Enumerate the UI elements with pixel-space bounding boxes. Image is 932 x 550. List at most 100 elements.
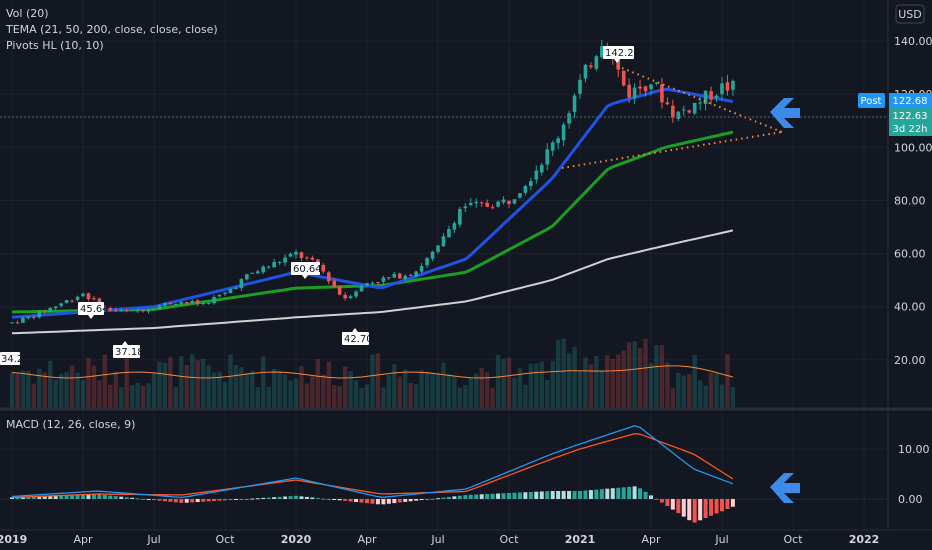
volume-bar — [676, 372, 681, 408]
macd-histogram-bar — [283, 496, 288, 499]
volume-bar — [299, 366, 304, 408]
volume-bar — [108, 384, 113, 408]
candle-body — [130, 310, 134, 312]
macd-histogram-bar — [392, 499, 397, 504]
candle-body — [59, 303, 63, 306]
macd-histogram-bar — [512, 492, 517, 499]
volume-bar — [457, 387, 463, 408]
arrow-left-icon — [770, 98, 800, 128]
pivots-indicator-legend[interactable]: Pivots HL (10, 10) — [6, 39, 104, 52]
pivot-low-label: 42.70 — [342, 328, 373, 345]
time-tick-label: 2019 — [0, 533, 27, 546]
svg-text:42.70: 42.70 — [344, 334, 373, 345]
macd-histogram-bar — [408, 499, 413, 502]
macd-histogram-bar — [468, 494, 473, 499]
volume-bar — [261, 356, 266, 408]
candle-body — [174, 303, 178, 305]
volume-bar — [113, 371, 118, 408]
macd-histogram-bar — [315, 498, 320, 500]
candle-body — [261, 266, 266, 273]
candle-body — [365, 283, 369, 286]
macd-histogram-bar — [730, 499, 735, 507]
volume-bar — [353, 380, 359, 408]
macd-histogram-bar — [91, 494, 96, 499]
candle-body — [556, 138, 560, 143]
macd-histogram-bar — [375, 499, 380, 505]
macd-indicator-legend[interactable]: MACD (12, 26, close, 9) — [6, 418, 136, 431]
candle-body — [589, 65, 593, 68]
macd-histogram-bar — [474, 494, 479, 499]
volume-bar — [31, 383, 37, 408]
candle-body — [496, 201, 500, 207]
macd-histogram-bar — [670, 499, 675, 510]
candle-body — [26, 316, 31, 319]
volume-bar — [359, 387, 364, 408]
volume-bar — [80, 379, 86, 408]
macd-histogram-bar — [239, 499, 244, 500]
volume-bar — [337, 386, 342, 408]
macd-histogram-bar — [201, 499, 206, 502]
volume-bar — [69, 365, 75, 408]
volume-bar — [277, 370, 282, 408]
tema-indicator-legend[interactable]: TEMA (21, 50, 200, close, close, close) — [6, 23, 218, 36]
candlesticks — [10, 39, 735, 324]
candle-body — [703, 90, 708, 104]
svg-text:45.64: 45.64 — [80, 304, 109, 315]
candle-body — [37, 310, 42, 318]
volume-bar — [441, 362, 446, 408]
candle-body — [250, 272, 255, 274]
macd-histogram-bar — [381, 499, 386, 505]
candle-body — [561, 124, 566, 141]
volume-bar — [86, 357, 91, 408]
candle-body — [692, 102, 697, 114]
candle-body — [681, 109, 686, 111]
macd-histogram-bar — [490, 493, 495, 499]
macd-histogram-bar — [119, 496, 124, 499]
macd-axis[interactable]: 10.00 0.00 — [898, 443, 930, 506]
macd-signal-line — [11, 432, 734, 499]
candle-body — [452, 223, 457, 230]
candle-body — [201, 303, 205, 305]
candle-body — [441, 236, 446, 247]
candle-body — [458, 209, 462, 225]
candle-body — [430, 251, 435, 259]
macd-histogram-bar — [654, 498, 659, 500]
candle-body — [239, 279, 244, 289]
macd-histogram-bar — [528, 491, 533, 499]
time-axis[interactable]: 2019 Apr Jul Oct 2020 Apr Jul Oct 2021 Apr Jul Oct 2… — [0, 533, 879, 546]
macd-histogram-bar — [610, 488, 615, 499]
macd-histogram-bar — [665, 499, 670, 507]
macd-histogram-bar — [496, 493, 501, 499]
volume-indicator-legend[interactable]: Vol (20) — [6, 7, 49, 20]
volume-bar — [293, 378, 299, 408]
macd-histogram-bar — [152, 499, 156, 501]
volume-bar — [665, 362, 670, 408]
candle-body — [48, 307, 53, 313]
macd-histogram-bar — [337, 499, 342, 501]
volume-bar — [129, 385, 135, 408]
candle-body — [245, 274, 249, 280]
volume-bar — [621, 350, 626, 408]
candle-body — [53, 306, 58, 309]
candle-body — [348, 296, 353, 299]
candle-body — [474, 201, 479, 204]
post-price-badge: Post 122.68 — [858, 93, 932, 108]
volume-bar — [517, 368, 523, 408]
macd-histogram-bar — [397, 499, 402, 503]
macd-histogram-bar — [255, 498, 260, 500]
volume-bar — [550, 361, 555, 408]
volume-bar — [321, 374, 326, 408]
macd-histogram-bar — [463, 495, 468, 499]
candle-body — [103, 306, 107, 308]
candle-body — [223, 292, 227, 294]
macd-histogram-bar — [414, 499, 419, 501]
macd-histogram-bar — [272, 497, 277, 499]
candle-body — [671, 105, 675, 118]
volume-bar — [173, 386, 179, 408]
currency-button[interactable]: USD — [895, 4, 925, 24]
candle-body — [15, 322, 20, 324]
macd-histogram-bar — [26, 496, 31, 499]
volume-bar — [381, 387, 386, 408]
volume-bar — [599, 370, 605, 408]
